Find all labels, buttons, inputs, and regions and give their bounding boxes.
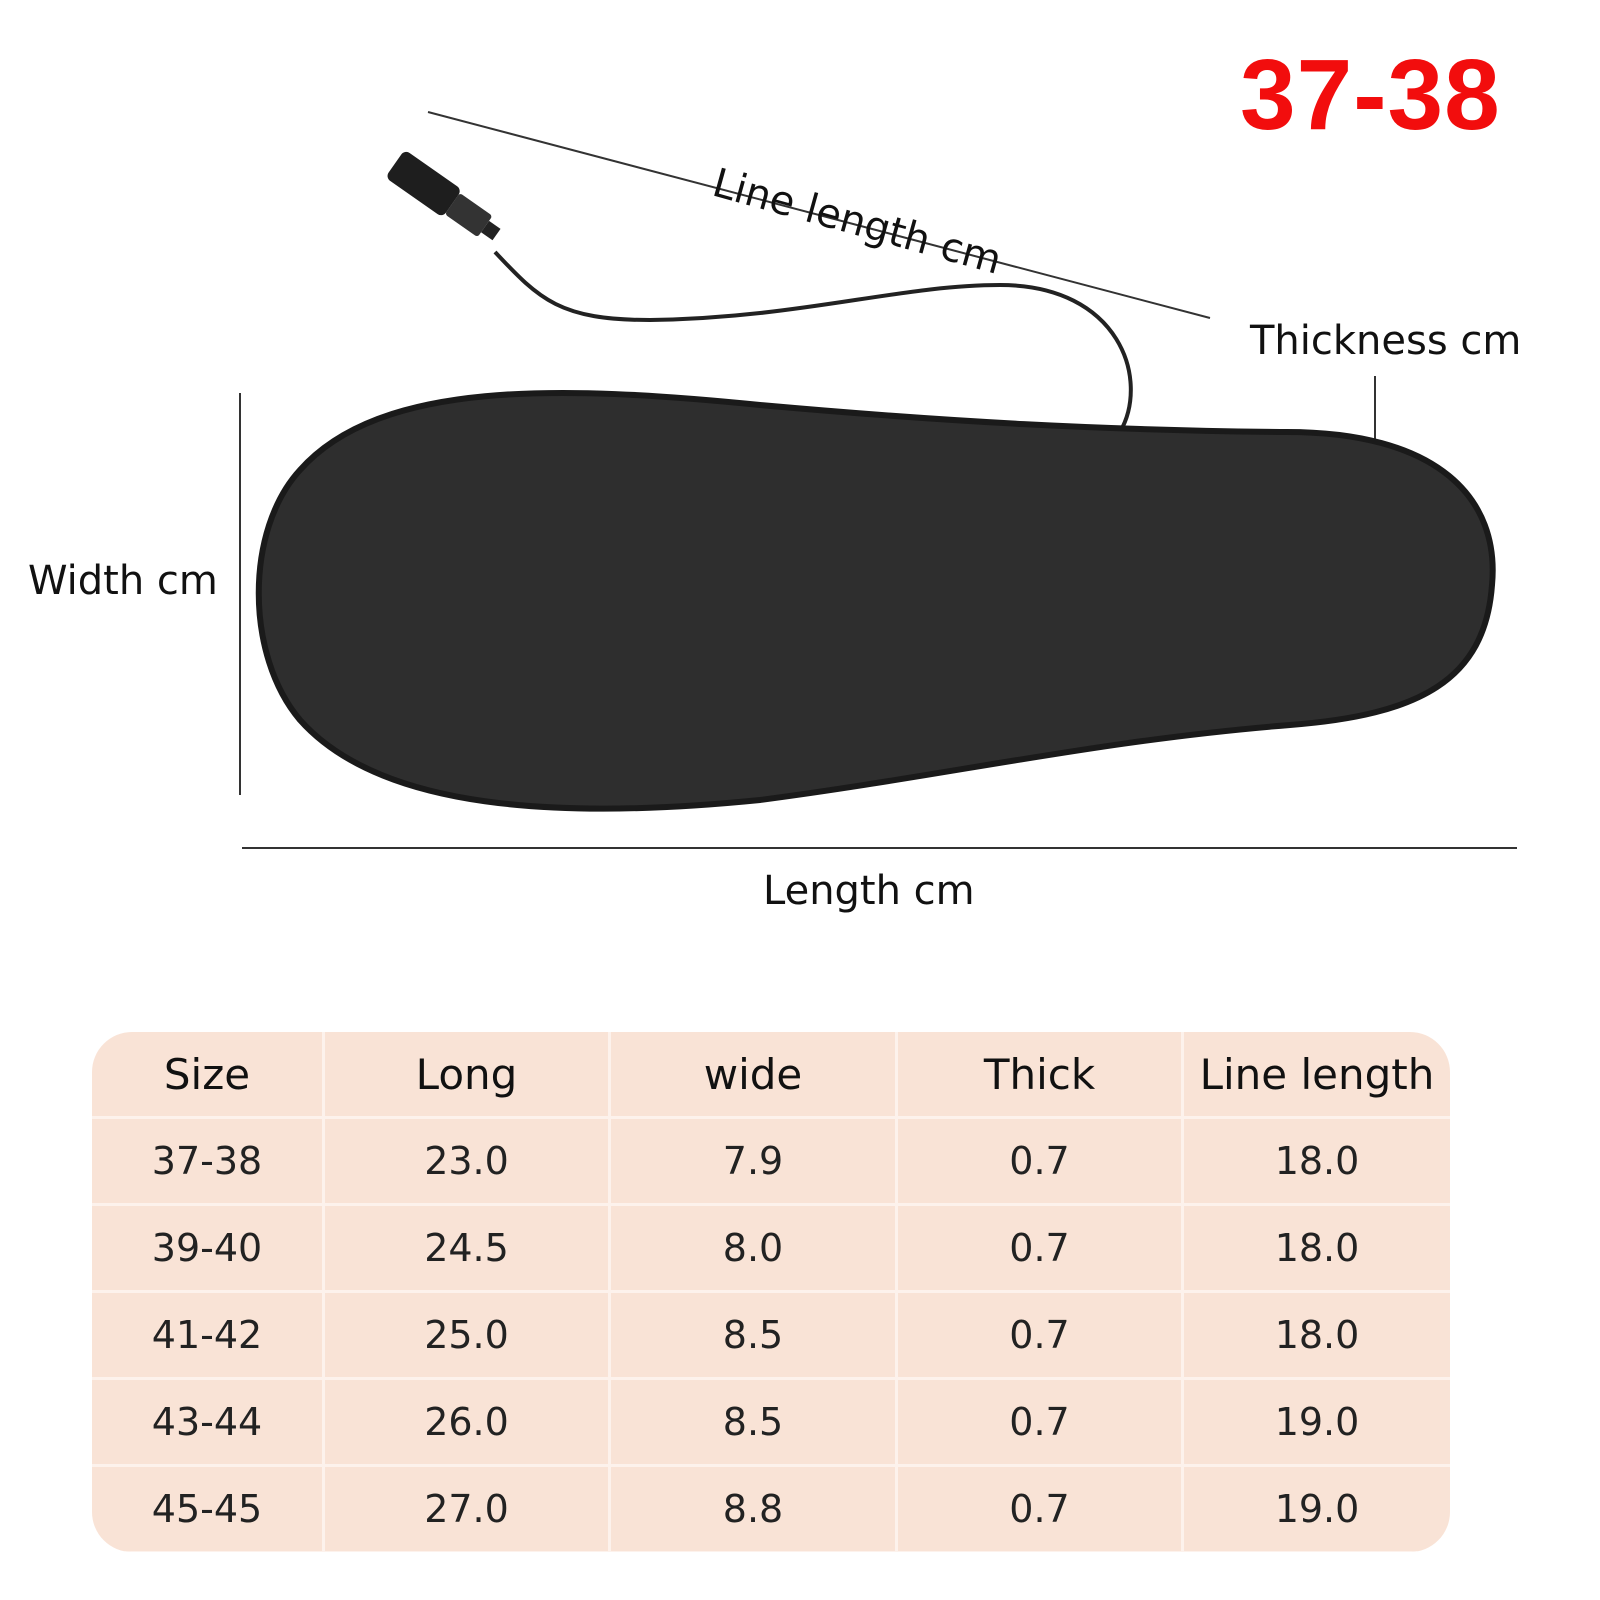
header-thick: Thick	[898, 1032, 1184, 1116]
size-table: Size Long wide Thick Line length 37-38 23…	[92, 1032, 1450, 1552]
cell-long: 24.5	[325, 1206, 611, 1290]
cell-size: 39-40	[92, 1206, 325, 1290]
cell-thick: 0.7	[898, 1293, 1184, 1377]
table-row: 37-38 23.0 7.9 0.7 18.0	[92, 1119, 1450, 1206]
cell-long: 26.0	[325, 1380, 611, 1464]
cell-wide: 8.0	[611, 1206, 898, 1290]
cell-long: 27.0	[325, 1467, 611, 1551]
cell-wide: 8.5	[611, 1293, 898, 1377]
header-wide: wide	[611, 1032, 898, 1116]
cell-line-length: 19.0	[1274, 1487, 1360, 1531]
cell-thick: 0.7	[898, 1119, 1184, 1203]
size-badge: 37-38	[1240, 39, 1501, 151]
cell-line-length: 18.0	[1274, 1226, 1360, 1270]
cell-line-length: 18.0	[1274, 1313, 1360, 1357]
header-line-length: Line length	[1199, 1049, 1435, 1099]
cell-size: 41-42	[92, 1293, 325, 1377]
header-size: Size	[92, 1032, 325, 1116]
line-length-dimension-line	[427, 111, 1211, 319]
dc-connector-icon	[387, 151, 501, 241]
table-row: 45-45 27.0 8.8 0.7 19.0	[92, 1467, 1450, 1552]
table-row: 41-42 25.0 8.5 0.7 18.0	[92, 1293, 1450, 1380]
cell-long: 23.0	[325, 1119, 611, 1203]
cell-line-length: 18.0	[1274, 1139, 1360, 1183]
heating-cable	[493, 250, 1133, 433]
cell-wide: 8.8	[611, 1467, 898, 1551]
cell-line-length: 19.0	[1274, 1400, 1360, 1444]
table-row: 39-40 24.5 8.0 0.7 18.0	[92, 1206, 1450, 1293]
insole	[255, 389, 1496, 812]
table-header-row: Size Long wide Thick Line length	[92, 1032, 1450, 1119]
width-label: Width cm	[28, 558, 218, 604]
cell-size: 43-44	[92, 1380, 325, 1464]
cell-size: 37-38	[92, 1119, 325, 1203]
thickness-label: Thickness cm	[1250, 318, 1522, 364]
cell-long: 25.0	[325, 1293, 611, 1377]
cell-wide: 8.5	[611, 1380, 898, 1464]
cell-size: 45-45	[92, 1467, 325, 1551]
header-long: Long	[325, 1032, 611, 1116]
cell-thick: 0.7	[898, 1380, 1184, 1464]
cell-thick: 0.7	[898, 1206, 1184, 1290]
table-row: 43-44 26.0 8.5 0.7 19.0	[92, 1380, 1450, 1467]
product-illustration	[239, 111, 1517, 849]
length-label: Length cm	[763, 868, 975, 914]
cell-thick: 0.7	[898, 1467, 1184, 1551]
cell-wide: 7.9	[611, 1119, 898, 1203]
